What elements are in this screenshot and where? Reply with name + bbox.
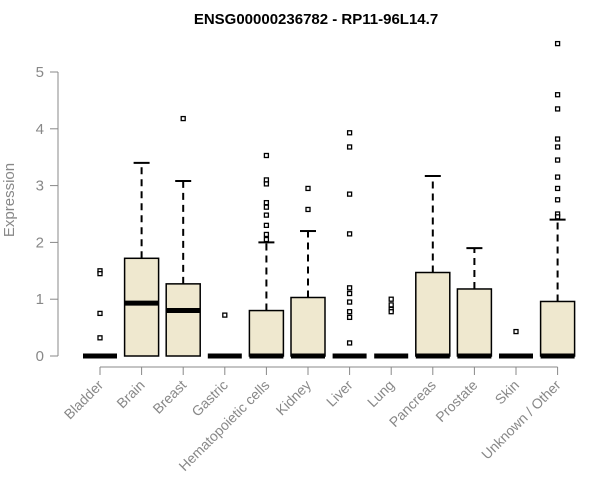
box-kidney (290, 185, 326, 359)
x-tick-label: Unknown / Other (478, 377, 564, 463)
outlier-point (346, 290, 353, 297)
box-rect (123, 257, 160, 357)
outlier-point (263, 222, 270, 229)
boxes (83, 40, 576, 359)
outlier-point (346, 314, 353, 321)
box-rect (539, 300, 576, 357)
outlier-point (263, 199, 270, 206)
x-tick-label: Kidney (273, 377, 315, 419)
outlier-point (97, 310, 103, 317)
outlier-point (180, 115, 186, 122)
box-breast (165, 115, 201, 357)
box-hematopoietic-cells (248, 152, 285, 359)
x-tick-label: Lung (364, 377, 397, 410)
outlier-point (263, 212, 270, 218)
outlier-point (554, 157, 561, 163)
y-tick-label: 1 (36, 291, 44, 308)
box-brain (123, 161, 160, 357)
box-gastric (207, 312, 242, 359)
outlier-point (554, 214, 561, 220)
box-rect (415, 271, 451, 357)
box-unknown-other (539, 40, 576, 359)
outlier-point (388, 309, 394, 315)
outlier-point (554, 92, 561, 98)
outlier-point (263, 236, 270, 243)
outlier-point (554, 40, 561, 47)
outlier-point (346, 191, 353, 197)
outlier-point (346, 285, 353, 291)
box-rect (456, 288, 493, 357)
outlier-point (263, 152, 270, 159)
outlier-point (513, 328, 519, 335)
outlier-point (97, 270, 103, 277)
outlier-point (346, 299, 353, 305)
outlier-point (263, 231, 270, 238)
outlier-point (305, 206, 311, 213)
box-rect (165, 283, 201, 357)
x-tick-label: Bladder (61, 377, 107, 423)
outlier-point (554, 174, 561, 180)
y-tick-label: 5 (36, 64, 44, 81)
outlier-point (263, 204, 270, 210)
outlier-point (554, 185, 561, 192)
y-tick-label: 2 (36, 234, 44, 251)
x-tick-label: Prostate (432, 377, 480, 425)
box-liver (332, 130, 367, 359)
x-tick-label: Skin (492, 377, 523, 408)
outlier-point (346, 309, 353, 315)
y-axis-label: Expression (1, 163, 18, 237)
box-rect (248, 309, 285, 357)
outlier-point (346, 340, 353, 346)
x-tick-label: Breast (149, 377, 189, 417)
outlier-point (222, 312, 228, 318)
y-tick-label: 0 (36, 348, 44, 365)
y-axis: 0 1 2 3 4 5 (36, 64, 59, 365)
outlier-point (97, 335, 103, 341)
outlier-point (346, 130, 353, 136)
box-prostate (456, 247, 493, 359)
outlier-point (263, 181, 270, 187)
box-skin (499, 328, 533, 359)
outlier-point (305, 185, 311, 192)
outlier-point (346, 231, 353, 237)
outlier-point (346, 144, 353, 150)
box-pancreas (415, 174, 451, 359)
outlier-point (554, 106, 561, 112)
outlier-point (554, 197, 561, 203)
box-rect (290, 296, 326, 357)
outlier-point (388, 302, 394, 308)
box-lung (374, 296, 409, 359)
y-tick-label: 4 (36, 121, 44, 138)
outlier-point (554, 144, 561, 150)
x-tick-label: Brain (113, 377, 147, 411)
outlier-point (554, 136, 561, 142)
box-bladder (83, 268, 117, 359)
outlier-point (388, 296, 394, 302)
chart-title: ENSG00000236782 - RP11-96L14.7 (194, 11, 438, 28)
y-tick-label: 3 (36, 178, 44, 195)
x-tick-label: Liver (323, 377, 356, 410)
